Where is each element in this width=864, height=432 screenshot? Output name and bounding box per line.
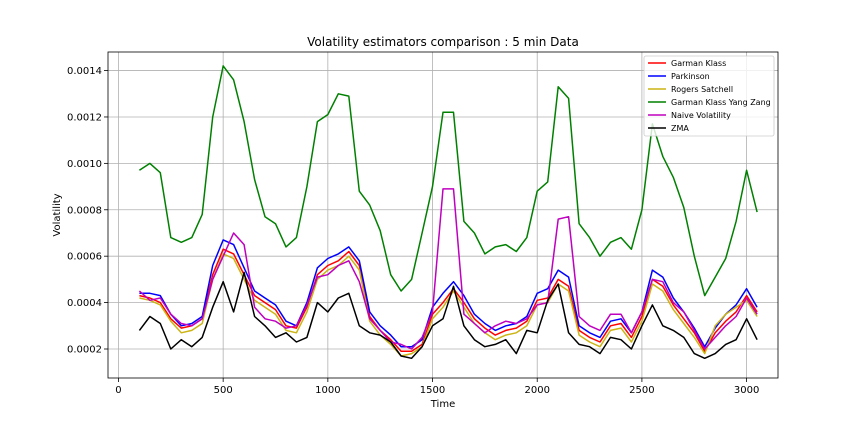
y-tick-label: 0.0004 bbox=[67, 298, 102, 309]
legend-box bbox=[643, 55, 775, 137]
y-tick-label: 0.0002 bbox=[67, 344, 102, 355]
y-tick-label: 0.0010 bbox=[67, 159, 102, 170]
chart-title: Volatility estimators comparison : 5 min… bbox=[307, 35, 579, 49]
y-tick-label: 0.0012 bbox=[67, 112, 102, 123]
y-tick-label: 0.0008 bbox=[67, 205, 102, 216]
y-tick-label: 0.0014 bbox=[67, 66, 102, 77]
series-line-rogers-satchell bbox=[139, 253, 758, 357]
plot-frame bbox=[107, 51, 779, 379]
x-tick-label: 1000 bbox=[315, 385, 340, 396]
series-line-naive-volatility bbox=[138, 188, 758, 350]
legend-label-naive-volatility: Naive Volatility bbox=[671, 111, 731, 120]
x-tick-label: 2000 bbox=[524, 385, 549, 396]
axis-ticks: 0 500 1000 1500 2000 2500 3000 0.0002 0.0004 0.00… bbox=[67, 66, 759, 396]
legend-label-garman-klass: Garman Klass bbox=[671, 59, 726, 68]
grid bbox=[108, 52, 778, 378]
legend-label-zma: ZMA bbox=[671, 124, 689, 133]
series-lines bbox=[138, 65, 758, 360]
legend-label-rogers-satchell: Rogers Satchell bbox=[671, 85, 733, 94]
y-axis-label: Volatility bbox=[52, 193, 63, 236]
y-tick-label: 0.0006 bbox=[67, 252, 102, 263]
x-axis-label: Time bbox=[430, 399, 455, 410]
legend-label-garman-klass-yang-zang: Garman Klass Yang Zang bbox=[671, 98, 771, 107]
x-tick-label: 2500 bbox=[629, 385, 654, 396]
legend-label-parkinson: Parkinson bbox=[671, 72, 710, 81]
series-line-zma bbox=[138, 271, 758, 360]
series-line-parkinson bbox=[139, 239, 758, 348]
x-tick-label: 1500 bbox=[420, 385, 445, 396]
x-tick-label: 0 bbox=[115, 385, 121, 396]
x-tick-label: 500 bbox=[214, 385, 233, 396]
x-tick-label: 3000 bbox=[734, 385, 759, 396]
legend: Garman Klass Parkinson Rogers Satchell Garm… bbox=[643, 55, 775, 137]
